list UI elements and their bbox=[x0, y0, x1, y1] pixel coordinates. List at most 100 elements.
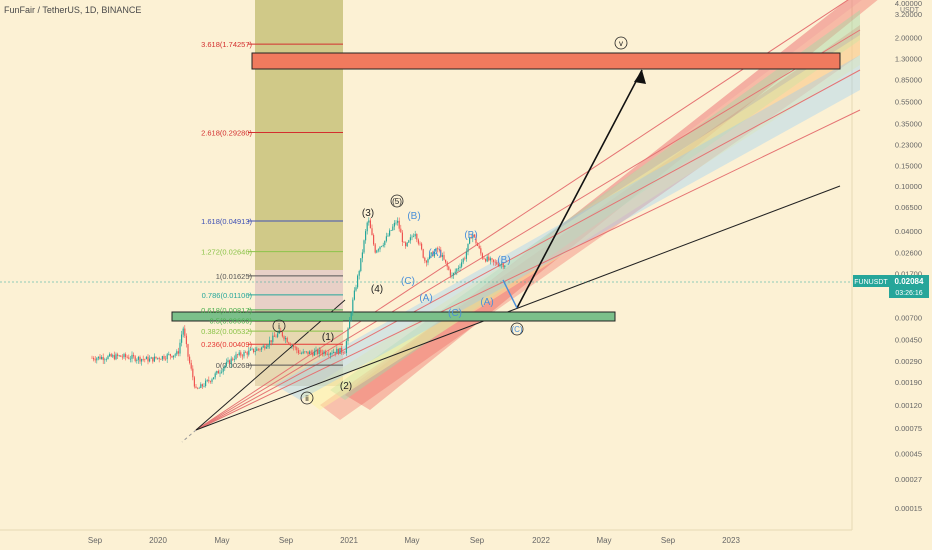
candle-body bbox=[374, 244, 376, 253]
projection-arrow bbox=[516, 69, 643, 309]
candle-body bbox=[184, 328, 186, 336]
candle-body bbox=[189, 356, 191, 363]
candle-body bbox=[427, 258, 429, 263]
candle-body bbox=[421, 243, 423, 250]
candle-body bbox=[198, 388, 200, 389]
candle-body bbox=[373, 235, 375, 245]
candle-body bbox=[461, 262, 463, 267]
candle-body bbox=[160, 359, 162, 360]
candle-body bbox=[384, 240, 386, 245]
candle-body bbox=[347, 328, 349, 342]
candle-body bbox=[107, 356, 109, 360]
wave-label: (B) bbox=[407, 211, 420, 222]
time-tick-label: May bbox=[214, 536, 229, 545]
candle-body bbox=[254, 350, 256, 353]
candle-body bbox=[382, 244, 384, 247]
candle-body bbox=[179, 342, 181, 354]
price-tick-label: 0.85000 bbox=[895, 76, 922, 85]
candle-body bbox=[91, 357, 93, 359]
time-tick-label: May bbox=[596, 536, 611, 545]
candle-body bbox=[166, 354, 168, 360]
wave-label: (3) bbox=[362, 208, 374, 219]
trendline-lower[interactable] bbox=[195, 185, 841, 431]
candle-body bbox=[165, 358, 167, 360]
candle-body bbox=[265, 347, 267, 349]
candle-body bbox=[401, 232, 403, 242]
candle-body bbox=[353, 290, 355, 300]
candle-body bbox=[469, 237, 471, 244]
price-tick-label: 0.06500 bbox=[895, 203, 922, 212]
candle-body bbox=[465, 251, 467, 259]
candle-body bbox=[299, 353, 301, 354]
candle-body bbox=[144, 359, 146, 360]
candle-body bbox=[441, 255, 443, 257]
candle-body bbox=[414, 234, 416, 237]
candle-body bbox=[326, 354, 328, 355]
candle-body bbox=[417, 239, 419, 244]
candle-body bbox=[462, 258, 464, 263]
candle-body bbox=[259, 349, 261, 350]
candle-body bbox=[325, 351, 327, 355]
fib-level-label: 0.5(0.00660) bbox=[209, 316, 252, 325]
candle-body bbox=[273, 335, 275, 337]
candle-body bbox=[435, 248, 437, 252]
candle-body bbox=[224, 365, 226, 369]
candle-body bbox=[398, 220, 400, 229]
candle-body bbox=[433, 251, 435, 257]
fib-zone-pink bbox=[255, 270, 343, 310]
candle-body bbox=[109, 354, 111, 357]
target-zone[interactable] bbox=[251, 52, 841, 70]
fib-level-label: 1.618(0.04913) bbox=[201, 217, 252, 226]
wave-label: v bbox=[619, 39, 623, 48]
wave-label: (B) bbox=[464, 230, 477, 241]
candle-body bbox=[262, 345, 264, 348]
price-tick-label: 0.00075 bbox=[895, 424, 922, 433]
candle-body bbox=[137, 356, 139, 360]
candle-body bbox=[389, 230, 391, 236]
candle-body bbox=[145, 356, 147, 360]
candle-body bbox=[368, 220, 370, 223]
candle-body bbox=[249, 349, 251, 351]
candle-body bbox=[243, 352, 245, 357]
price-tick-label: 0.00027 bbox=[895, 475, 922, 484]
candle-body bbox=[405, 242, 407, 247]
candle-body bbox=[285, 337, 287, 340]
price-tick-label: 0.00015 bbox=[895, 504, 922, 513]
candle-body bbox=[411, 236, 413, 238]
candle-body bbox=[141, 359, 143, 362]
candle-body bbox=[288, 342, 290, 344]
candle-body bbox=[504, 265, 506, 268]
candle-body bbox=[307, 351, 309, 355]
candle-body bbox=[400, 228, 402, 233]
fib-level-label: 0.786(0.01106) bbox=[202, 291, 253, 300]
candle-body bbox=[163, 356, 165, 359]
candle-body bbox=[182, 328, 184, 335]
candle-body bbox=[369, 220, 371, 229]
candle-body bbox=[96, 358, 98, 361]
projection-arrowhead bbox=[634, 70, 646, 84]
candle-body bbox=[328, 354, 330, 355]
candle-body bbox=[323, 351, 325, 355]
candle-body bbox=[446, 262, 448, 267]
candle-body bbox=[454, 271, 456, 274]
candle-body bbox=[445, 259, 447, 263]
time-axis[interactable]: Sep 2020 May Sep 2021 May Sep 2022 May Sep 2023 bbox=[88, 536, 741, 545]
candle-body bbox=[155, 356, 157, 359]
wave-labels: v (3) (5) (B) (4) (A) (C) (B) (A) (B) (C) (A) (C) i (1… bbox=[272, 36, 628, 405]
candle-body bbox=[387, 235, 389, 237]
candle-body bbox=[110, 354, 112, 357]
time-tick-label: May bbox=[404, 536, 419, 545]
fib-level-label: 0.618(0.00817) bbox=[201, 306, 252, 315]
candle-body bbox=[406, 242, 408, 247]
candle-body bbox=[225, 362, 227, 366]
candle-body bbox=[187, 344, 189, 357]
support-zone[interactable] bbox=[171, 311, 616, 322]
candle-body bbox=[395, 222, 397, 224]
price-tick-label: 0.00120 bbox=[895, 401, 922, 410]
fib-level-label: 1.272(0.02646) bbox=[201, 248, 252, 257]
candle-body bbox=[317, 349, 319, 354]
candle-body bbox=[357, 275, 359, 288]
price-tick-label: 0.02600 bbox=[895, 249, 922, 258]
candle-body bbox=[150, 357, 152, 359]
